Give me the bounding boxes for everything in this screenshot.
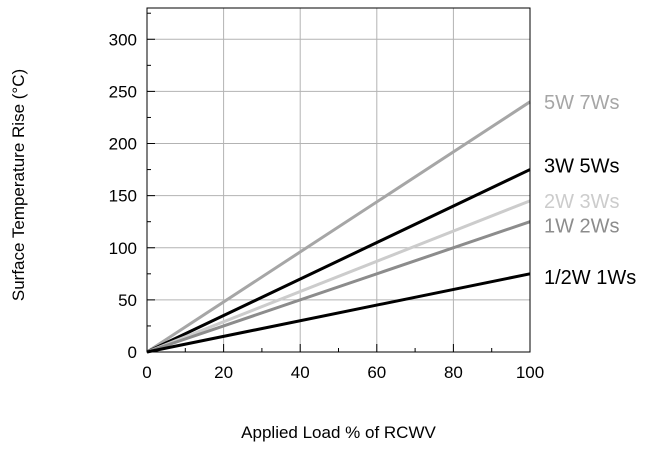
series-line: [146, 168, 531, 354]
y-tick-label: 0: [128, 343, 137, 362]
y-tick-label: 50: [118, 291, 137, 310]
series-line: [146, 100, 531, 354]
series-lines: [146, 100, 531, 354]
x-tick-label: 40: [291, 363, 310, 382]
y-tick-label: 100: [109, 239, 137, 258]
series-line: [146, 199, 531, 354]
x-tick-label: 20: [214, 363, 233, 382]
series-labels: 5W 7Ws 3W 5Ws 2W 3Ws 1W 2Ws 1/2W 1Ws: [544, 92, 636, 289]
x-tick-label: 60: [367, 363, 386, 382]
series-line: [146, 220, 531, 354]
series-line: [146, 272, 531, 354]
series-label: 1W 2Ws: [544, 216, 620, 238]
y-tick-label: 300: [109, 30, 137, 49]
y-axis-tick-labels: 0 50 100 150 200 250 300: [109, 30, 137, 362]
x-tick-label: 100: [516, 363, 544, 382]
y-axis-title: Surface Temperature Rise (°C): [9, 69, 28, 301]
series-label: 5W 7Ws: [544, 92, 620, 114]
series-label: 3W 5Ws: [544, 156, 620, 178]
plot-frame: [146, 7, 531, 353]
x-axis-title: Applied Load % of RCWV: [241, 423, 436, 442]
series-label: 1/2W 1Ws: [544, 267, 636, 289]
y-tick-label: 200: [109, 135, 137, 154]
x-axis-ticks: [146, 344, 531, 352]
x-axis-tick-labels: 0 20 40 60 80 100: [142, 363, 544, 382]
vertical-grid-lines: [223, 8, 454, 352]
x-tick-label: 80: [444, 363, 463, 382]
horizontal-grid-lines: [147, 38, 530, 301]
x-tick-label: 0: [142, 363, 151, 382]
y-tick-label: 250: [109, 82, 137, 101]
y-tick-label: 150: [109, 187, 137, 206]
series-label: 2W 3Ws: [544, 191, 620, 213]
y-axis-ticks: [147, 12, 155, 353]
